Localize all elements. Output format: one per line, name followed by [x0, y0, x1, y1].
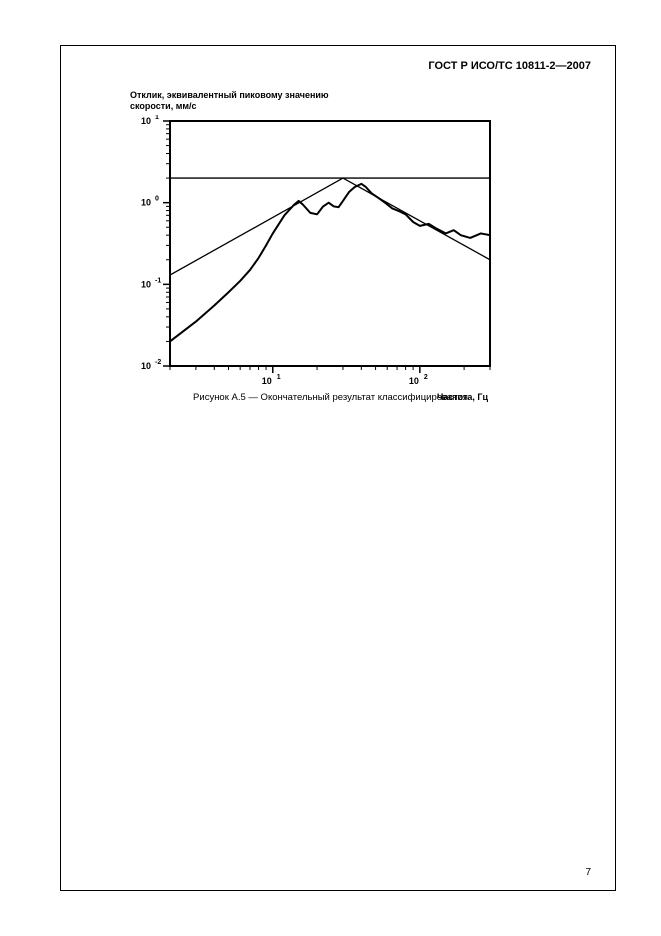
y-axis-title-line2: скорости, мм/с	[130, 101, 197, 111]
page-number: 7	[585, 867, 591, 878]
svg-text:-2: -2	[155, 359, 161, 366]
document-header: ГОСТ Р ИСО/ТС 10811-2—2007	[428, 60, 591, 72]
chart-svg: 10110210-210-1100101Частота, Гц	[130, 115, 498, 408]
svg-text:0: 0	[155, 195, 159, 202]
svg-text:1: 1	[277, 374, 281, 381]
svg-text:10: 10	[141, 116, 151, 126]
svg-text:-1: -1	[155, 277, 161, 284]
y-axis-title: Отклик, эквивалентный пиковому значению …	[130, 90, 510, 113]
chart-container: Отклик, эквивалентный пиковому значению …	[130, 90, 510, 408]
svg-text:2: 2	[424, 374, 428, 381]
svg-text:10: 10	[409, 376, 419, 386]
svg-text:10: 10	[141, 361, 151, 371]
svg-text:10: 10	[141, 279, 151, 289]
svg-text:10: 10	[262, 376, 272, 386]
svg-text:1: 1	[155, 115, 159, 121]
svg-text:10: 10	[141, 197, 151, 207]
y-axis-title-line1: Отклик, эквивалентный пиковому значению	[130, 90, 329, 100]
figure-caption: Рисунок А.5 — Окончательный результат кл…	[0, 392, 661, 403]
